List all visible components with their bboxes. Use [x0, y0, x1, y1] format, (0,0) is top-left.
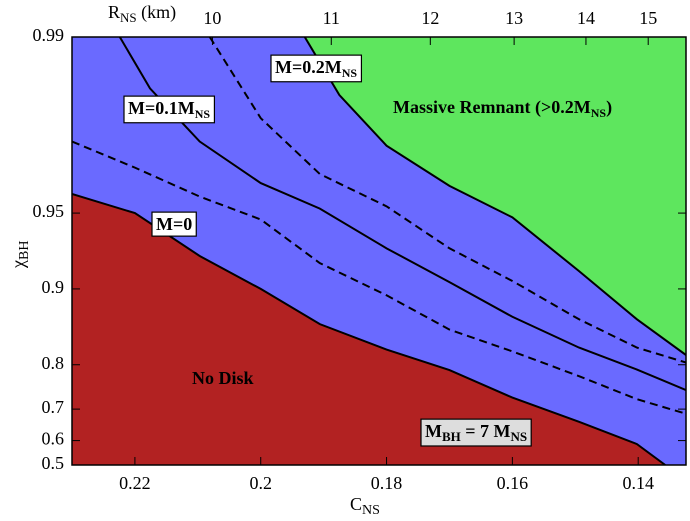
x-tick-label: 0.2 [249, 473, 272, 493]
subscript: NS [362, 503, 380, 518]
contour-line [208, 37, 686, 364]
x-tick-label: 0.14 [622, 473, 654, 493]
annotation-box [123, 95, 216, 124]
annotation-box [151, 211, 197, 237]
x-tick-label: 0.22 [119, 473, 151, 493]
annotation: Massive Remnant (>0.2MNS) [393, 97, 612, 120]
subscript: BH [17, 241, 32, 260]
x-tick-label: 0.16 [497, 473, 529, 493]
text-part: Massive Remnant (>0.2M [393, 97, 591, 118]
x-axis-title: CNS [350, 494, 380, 518]
subscript: NS [342, 66, 358, 80]
y-axis-title: χBH [8, 241, 32, 269]
region [304, 37, 686, 356]
text-part: = 7 M [461, 421, 511, 441]
text-part: No Disk [192, 368, 254, 388]
y-tick-label: 0.7 [42, 397, 65, 417]
subscript: NS [511, 429, 528, 444]
contour-line [72, 193, 666, 465]
contour-line [72, 140, 686, 415]
x2-tick-label: 14 [577, 8, 595, 28]
region [72, 194, 666, 465]
text-part: M=0 [156, 214, 192, 234]
subscript: NS [195, 107, 211, 121]
y-tick-label: 0.95 [33, 201, 65, 221]
y-tick-label: 0.8 [42, 353, 65, 373]
x2-axis-title: RNS (km) [108, 2, 176, 25]
x-tick-label: 0.18 [371, 473, 403, 493]
annotation-box [270, 54, 363, 83]
y-tick-label: 0.9 [42, 277, 65, 297]
annotation: M=0 [156, 214, 192, 234]
text-part: (km) [137, 2, 177, 23]
x2-tick-label: 15 [639, 8, 657, 28]
annotation-box [420, 418, 532, 447]
subscript: NS [591, 106, 607, 120]
y-tick-label: 0.5 [42, 453, 65, 473]
y-tick-label: 0.6 [42, 429, 65, 449]
plot-frame [71, 36, 687, 466]
x2-tick-label: 13 [505, 8, 523, 28]
contour-line [303, 37, 686, 356]
annotation: M=0.2MNS [275, 57, 357, 80]
annotation: No Disk [192, 368, 254, 388]
x2-tick-label: 11 [323, 8, 340, 28]
subscript: NS [120, 10, 137, 25]
x2-tick-label: 10 [203, 8, 221, 28]
text-part: M [425, 421, 442, 441]
subscript: BH [442, 429, 461, 444]
y-tick-label: 0.99 [33, 25, 65, 45]
contour-line [118, 37, 686, 391]
text-part: ) [606, 97, 612, 118]
text-part: M=0.1M [128, 98, 195, 118]
annotation: MBH = 7 MNS [425, 421, 527, 444]
annotation: M=0.1MNS [128, 98, 210, 121]
text-part: R [108, 2, 120, 22]
text-part: M=0.2M [275, 57, 342, 77]
x2-tick-label: 12 [421, 8, 439, 28]
plot-area [72, 37, 686, 465]
text-part: C [350, 494, 362, 514]
text-part: χ [8, 260, 28, 269]
